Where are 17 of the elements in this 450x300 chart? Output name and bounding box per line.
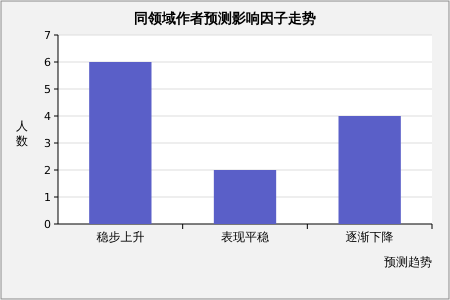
bar [338,116,401,224]
bar [89,62,152,224]
y-tick-label: 2 [44,164,51,177]
y-tick-label: 1 [44,191,51,204]
x-tick-label: 逐渐下降 [346,230,394,244]
y-tick-label: 4 [44,110,51,123]
y-tick-label: 0 [44,218,51,231]
y-tick-label: 6 [44,56,51,69]
chart-title: 同领域作者预测影响因子走势 [134,11,316,27]
y-tick-label: 3 [44,137,51,150]
x-tick-label: 稳步上升 [96,230,144,244]
bar [214,170,276,224]
y-axis-title: 人数 [16,119,28,148]
x-tick-label: 表现平稳 [221,230,269,244]
x-axis-title: 预测趋势 [384,255,432,269]
y-tick-label: 5 [44,83,51,96]
y-tick-label: 7 [44,29,51,42]
